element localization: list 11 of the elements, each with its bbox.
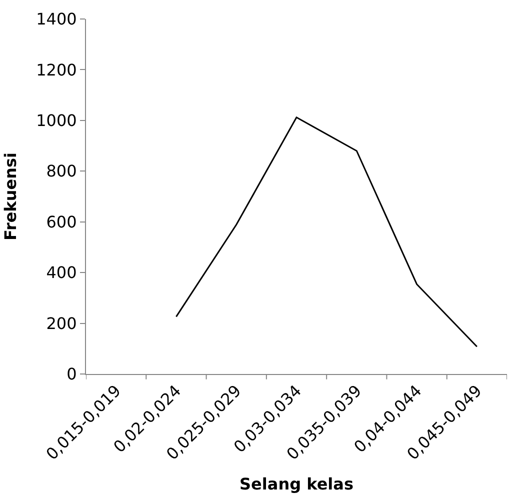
y-tick-label: 200: [46, 314, 77, 333]
y-tick-label: 1400: [36, 10, 77, 29]
y-axis-title: Frekuensi: [0, 152, 20, 240]
y-tick-label: 400: [46, 263, 77, 282]
y-tick-label: 800: [46, 162, 77, 181]
y-tick-label: 1000: [36, 111, 77, 130]
line-series: [175, 116, 478, 348]
y-tick-label: 1200: [36, 60, 77, 80]
x-axis-title: Selang kelas: [240, 474, 354, 494]
y-tick-label: 600: [46, 212, 77, 232]
y-tick-label: 0: [66, 364, 77, 384]
